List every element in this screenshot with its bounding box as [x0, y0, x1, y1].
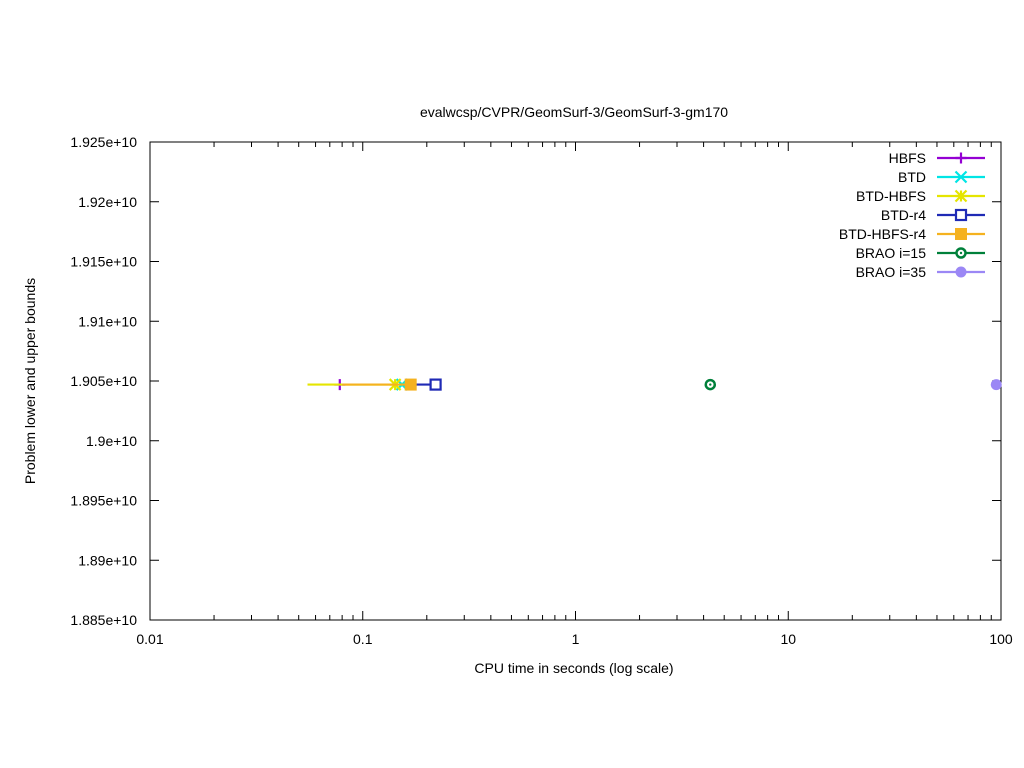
y-tick-label: 1.905e+10 — [70, 373, 137, 389]
legend-label: BTD-r4 — [881, 207, 926, 223]
plot-area-border — [149, 141, 1002, 621]
x-axis-label: CPU time in seconds (log scale) — [474, 660, 673, 676]
legend-item-brao-i-35: BRAO i=35 — [856, 264, 985, 280]
series-btd-hbfs-r4 — [342, 378, 417, 391]
legend-marker — [955, 228, 967, 240]
legend-label: HBFS — [889, 150, 926, 166]
x-axis: 0.01 0.1 1 10 100 — [136, 142, 1013, 647]
y-tick-label: 1.9e+10 — [86, 433, 137, 449]
marker-filled-square — [955, 228, 967, 240]
legend-label: BTD — [898, 169, 926, 185]
marker-star — [954, 189, 968, 203]
legend-marker — [954, 170, 968, 184]
legend-item-hbfs: HBFS — [889, 150, 985, 166]
data-point — [990, 379, 1002, 391]
legend-item-btd-hbfs-r4: BTD-HBFS-r4 — [839, 226, 985, 242]
legend: HBFS BTD BTD-HBFS BTD-r4 BTD-HBFS-r4 BRAO i=1… — [839, 150, 985, 280]
legend-item-btd-hbfs: BTD-HBFS — [856, 188, 985, 204]
x-tick-label: 0.1 — [353, 631, 373, 647]
y-tick-label: 1.885e+10 — [70, 612, 137, 628]
legend-item-btd: BTD — [898, 169, 985, 185]
legend-item-btd-r4: BTD-r4 — [881, 207, 985, 223]
legend-marker — [954, 189, 968, 203]
legend-label: BTD-HBFS-r4 — [839, 226, 926, 242]
y-axis-label: Problem lower and upper bounds — [22, 278, 38, 484]
y-axis: 1.885e+10 1.89e+10 1.895e+10 1.9e+10 1.905e+… — [70, 134, 1001, 628]
legend-marker — [955, 247, 967, 259]
data-point — [704, 378, 717, 391]
x-tick-label: 10 — [780, 631, 796, 647]
marker-filled-circle — [955, 266, 967, 278]
legend-label: BTD-HBFS — [856, 188, 926, 204]
marker-filled-square — [404, 378, 417, 391]
y-tick-label: 1.92e+10 — [78, 194, 137, 210]
y-tick-label: 1.915e+10 — [70, 254, 137, 270]
series-brao-i-35 — [990, 379, 1002, 391]
x-tick-label: 1 — [572, 631, 580, 647]
legend-marker — [954, 208, 968, 222]
marker-center-dot — [709, 383, 712, 386]
marker-open-square — [954, 208, 968, 222]
x-tick-label: 100 — [989, 631, 1013, 647]
series-layer — [307, 378, 1002, 391]
data-point — [429, 378, 442, 391]
marker-cross — [954, 170, 968, 184]
marker-plus — [955, 152, 967, 164]
y-tick-label: 1.89e+10 — [78, 552, 137, 568]
marker-center-dot — [959, 251, 963, 255]
legend-label: BRAO i=15 — [856, 245, 927, 261]
series-brao-i-15 — [704, 378, 717, 391]
marker-open-square — [429, 378, 442, 391]
marker-filled-circle — [990, 379, 1002, 391]
legend-item-brao-i-15: BRAO i=15 — [856, 245, 985, 261]
legend-label: BRAO i=35 — [856, 264, 927, 280]
y-tick-label: 1.925e+10 — [70, 134, 137, 150]
data-point — [404, 378, 417, 391]
y-tick-label: 1.91e+10 — [78, 313, 137, 329]
y-tick-label: 1.895e+10 — [70, 493, 137, 509]
chart-title: evalwcsp/CVPR/GeomSurf-3/GeomSurf-3-gm17… — [420, 104, 728, 120]
x-tick-label: 0.01 — [136, 631, 163, 647]
legend-marker — [955, 266, 967, 278]
legend-marker — [955, 152, 967, 164]
